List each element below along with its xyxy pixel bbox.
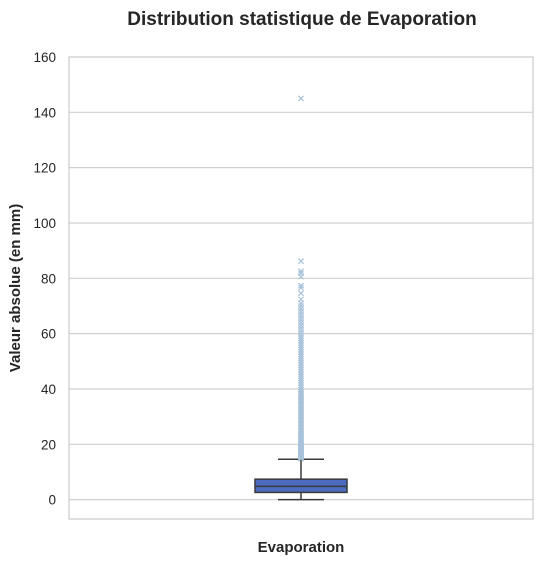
outlier-point [297,327,305,334]
outlier-point [297,388,305,395]
outlier-point [297,377,305,384]
y-tick-label-160: 160 [33,50,56,65]
y-tick-label-140: 140 [33,105,56,120]
outlier-point [297,296,305,303]
outlier-stroke [297,386,305,393]
outlier-stroke [297,371,305,378]
y-tick-label-80: 80 [41,271,56,286]
outlier-point [297,384,305,391]
outlier-point [297,308,305,315]
outlier-point [297,379,305,386]
outlier-stroke [297,290,305,297]
outlier-point [297,351,305,358]
outlier-stroke [297,357,305,364]
outlier-stroke [297,382,305,389]
outlier-point [297,348,305,355]
outlier-stroke [297,373,305,380]
outlier-stroke [297,258,305,265]
outlier-stroke [297,377,305,384]
outlier-point [297,368,305,375]
outlier-point [297,344,305,351]
outlier-points [297,95,305,462]
outlier-stroke [297,353,305,360]
y-tick-label-40: 40 [41,382,56,397]
outlier-stroke [297,368,305,375]
outlier-stroke [297,348,305,355]
outlier-stroke [297,342,305,349]
chart-title: Distribution statistique de Evaporation [127,9,476,30]
outlier-stroke [297,282,305,289]
y-tick-label-60: 60 [41,327,56,342]
outlier-point [297,357,305,364]
outlier-stroke [297,362,305,369]
outlier-stroke [297,270,305,277]
outlier-point [297,311,305,318]
outlier-point [297,382,305,389]
outlier-point [297,355,305,362]
outlier-point [297,302,305,310]
y-axis-ticks: 0 20 40 60 80 100 120 140 160 [33,50,56,508]
outlier-point [297,258,305,265]
outlier-point [297,325,305,332]
outlier-point [297,290,305,297]
outlier-stroke [297,296,305,303]
y-tick-label-20: 20 [41,437,56,452]
outlier-stroke [297,351,305,358]
outlier-point [297,314,305,321]
outlier-point [297,346,305,353]
outlier-stroke [297,284,305,291]
outlier-stroke [297,388,305,395]
outlier-stroke [297,379,305,386]
outlier-point [297,284,305,291]
outlier-point [297,282,305,289]
outlier-stroke [297,366,305,373]
outlier-stroke [297,268,305,275]
outlier-point [297,342,305,349]
outlier-point [297,270,305,277]
outlier-stroke [297,335,305,342]
outlier-stroke [297,344,305,351]
outlier-stroke [297,359,305,366]
y-axis-label: Valeur absolue (en mm) [7,204,24,372]
plot-area [68,56,534,520]
outlier-stroke [297,95,305,102]
outlier-point [297,319,305,326]
outlier-stroke [297,340,305,347]
y-tick-label-120: 120 [33,161,56,176]
outlier-point [297,95,305,102]
outlier-stroke [297,375,305,382]
outlier-point [297,337,305,344]
outlier-stroke [297,337,305,344]
outlier-point [297,366,305,373]
y-tick-label-0: 0 [48,493,56,508]
box-plot [254,458,348,501]
outlier-point [297,335,305,342]
outlier-point [297,268,305,275]
y-tick-label-100: 100 [33,216,56,231]
outlier-stroke [297,355,305,362]
outlier-point [297,353,305,360]
outlier-point [297,305,305,312]
outlier-point [297,362,305,369]
outlier-point [297,340,305,347]
outlier-stroke [297,384,305,391]
outlier-stroke [297,346,305,353]
x-axis-label: Evaporation [258,539,345,556]
outlier-point [297,373,305,380]
outlier-point [297,316,305,323]
outlier-point [297,359,305,366]
outlier-point [297,375,305,382]
outlier-point [297,371,305,378]
outlier-point [297,386,305,393]
outlier-point [297,364,305,371]
outlier-point [297,322,305,329]
outlier-stroke [297,364,305,371]
